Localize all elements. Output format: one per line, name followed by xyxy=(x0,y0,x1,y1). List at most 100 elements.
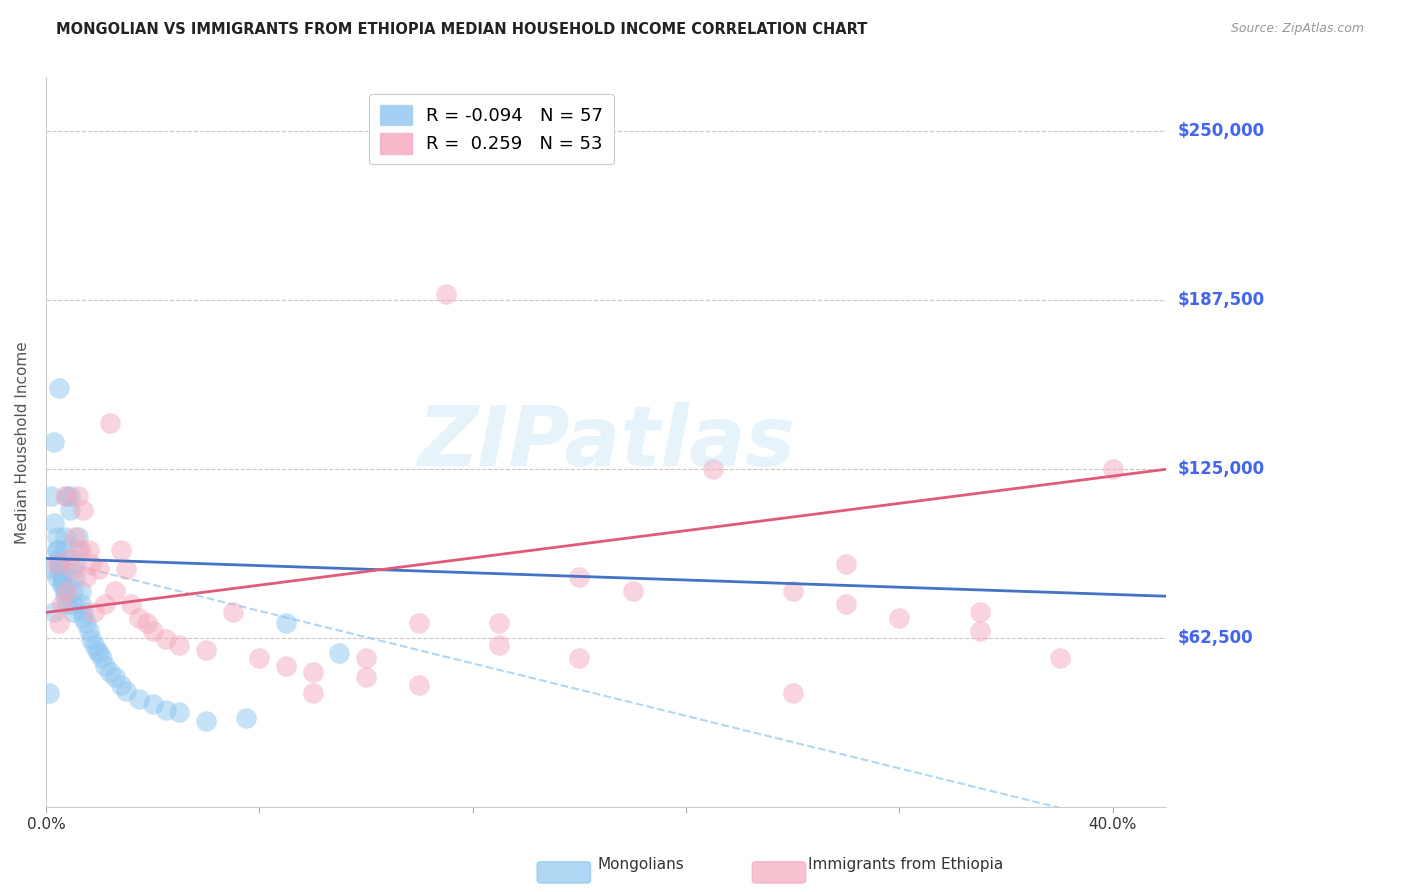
Point xyxy=(93,598,115,612)
Point xyxy=(782,583,804,598)
Point xyxy=(72,611,94,625)
Point xyxy=(51,578,73,592)
Point xyxy=(42,435,65,450)
Point xyxy=(86,643,108,657)
Point xyxy=(39,489,62,503)
Point xyxy=(56,598,79,612)
Point xyxy=(621,583,644,598)
Point xyxy=(115,683,138,698)
Point xyxy=(889,611,911,625)
Point xyxy=(104,583,127,598)
Point xyxy=(702,462,724,476)
Point xyxy=(45,543,67,558)
Point xyxy=(195,714,218,728)
Point xyxy=(354,670,377,684)
Point xyxy=(110,678,132,692)
Point xyxy=(235,711,257,725)
Point xyxy=(98,417,121,431)
Point xyxy=(53,589,76,603)
Point xyxy=(62,562,84,576)
Point xyxy=(104,670,127,684)
Point xyxy=(51,598,73,612)
Point xyxy=(488,638,510,652)
Point xyxy=(77,624,100,639)
Point xyxy=(69,598,91,612)
Point xyxy=(301,686,323,700)
Point xyxy=(42,606,65,620)
Point xyxy=(328,646,350,660)
Point xyxy=(65,530,87,544)
Point xyxy=(89,562,111,576)
Point xyxy=(48,381,70,395)
Point xyxy=(75,616,97,631)
Text: MONGOLIAN VS IMMIGRANTS FROM ETHIOPIA MEDIAN HOUSEHOLD INCOME CORRELATION CHART: MONGOLIAN VS IMMIGRANTS FROM ETHIOPIA ME… xyxy=(56,22,868,37)
Text: ZIPatlas: ZIPatlas xyxy=(418,401,794,483)
Text: $125,000: $125,000 xyxy=(1177,460,1264,478)
Point xyxy=(969,624,991,639)
Point xyxy=(56,583,79,598)
Point xyxy=(62,606,84,620)
Point xyxy=(301,665,323,679)
Point xyxy=(969,606,991,620)
Point xyxy=(62,583,84,598)
Point xyxy=(38,686,60,700)
Point xyxy=(408,616,430,631)
Y-axis label: Median Household Income: Median Household Income xyxy=(15,341,30,543)
Text: $250,000: $250,000 xyxy=(1177,122,1264,140)
Text: Source: ZipAtlas.com: Source: ZipAtlas.com xyxy=(1230,22,1364,36)
Point xyxy=(66,530,89,544)
Point xyxy=(59,551,82,566)
Point xyxy=(51,570,73,584)
Point xyxy=(835,557,858,571)
Point xyxy=(59,502,82,516)
Point xyxy=(62,598,84,612)
Text: $187,500: $187,500 xyxy=(1177,292,1264,310)
Point xyxy=(53,489,76,503)
Point xyxy=(48,551,70,566)
Point xyxy=(274,659,297,673)
Point xyxy=(1049,651,1071,665)
Text: Mongolians: Mongolians xyxy=(598,857,685,872)
Point xyxy=(195,643,218,657)
Point xyxy=(221,606,243,620)
Point xyxy=(91,651,114,665)
Point xyxy=(89,646,111,660)
Point xyxy=(274,616,297,631)
Point xyxy=(45,530,67,544)
Point xyxy=(69,583,91,598)
Point xyxy=(568,570,591,584)
Point xyxy=(98,665,121,679)
Legend: R = -0.094   N = 57, R =  0.259   N = 53: R = -0.094 N = 57, R = 0.259 N = 53 xyxy=(368,94,614,164)
Point xyxy=(155,703,177,717)
Point xyxy=(408,678,430,692)
Point xyxy=(568,651,591,665)
Point xyxy=(53,583,76,598)
Point xyxy=(142,624,165,639)
Point xyxy=(354,651,377,665)
Point xyxy=(59,489,82,503)
Point xyxy=(434,286,457,301)
Point xyxy=(48,557,70,571)
Point xyxy=(72,502,94,516)
Point xyxy=(48,562,70,576)
Point xyxy=(93,659,115,673)
Point xyxy=(83,638,105,652)
Point xyxy=(169,638,191,652)
Point xyxy=(56,570,79,584)
Point xyxy=(83,606,105,620)
Point xyxy=(53,530,76,544)
Point xyxy=(77,543,100,558)
Point xyxy=(835,598,858,612)
Point xyxy=(66,543,89,558)
Point xyxy=(45,543,67,558)
Point xyxy=(136,616,159,631)
Point xyxy=(69,543,91,558)
Point xyxy=(128,611,150,625)
Point xyxy=(48,616,70,631)
Point xyxy=(80,557,103,571)
Point xyxy=(39,562,62,576)
Point xyxy=(128,692,150,706)
Point xyxy=(53,543,76,558)
Point xyxy=(488,616,510,631)
Point xyxy=(247,651,270,665)
